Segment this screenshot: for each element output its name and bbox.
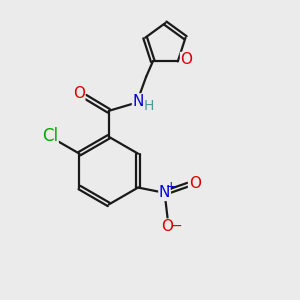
Text: H: H	[143, 99, 154, 113]
Text: O: O	[181, 52, 193, 68]
Text: +: +	[166, 181, 176, 194]
Text: N: N	[159, 185, 170, 200]
Text: O: O	[161, 219, 173, 234]
Text: O: O	[189, 176, 201, 190]
Text: O: O	[73, 86, 85, 101]
Text: −: −	[171, 218, 182, 233]
Text: N: N	[133, 94, 144, 109]
Text: Cl: Cl	[42, 127, 58, 145]
